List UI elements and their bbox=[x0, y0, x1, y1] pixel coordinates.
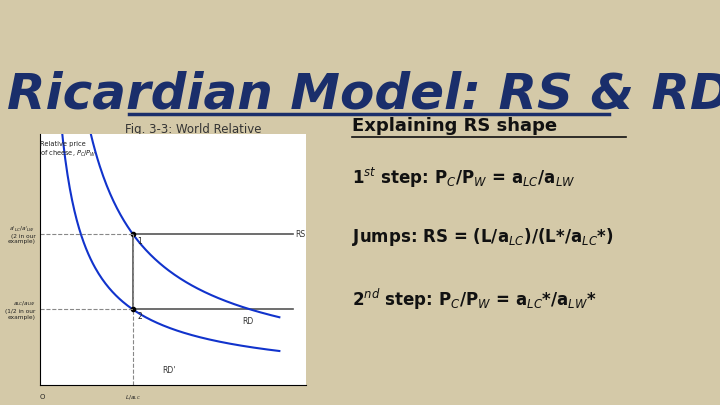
Text: Fig. 3-3: World Relative: Fig. 3-3: World Relative bbox=[125, 124, 261, 136]
Text: Relative price
of cheese, $P_C/P_W$: Relative price of cheese, $P_C/P_W$ bbox=[40, 141, 96, 159]
Text: RS: RS bbox=[295, 230, 305, 239]
Text: RD': RD' bbox=[162, 367, 176, 375]
Text: RD: RD bbox=[242, 318, 253, 326]
Text: $L/a_{LC}$
$L^*/a^*_{LW}$: $L/a_{LC}$ $L^*/a^*_{LW}$ bbox=[122, 394, 143, 405]
Text: Ricardian Model: RS & RD: Ricardian Model: RS & RD bbox=[6, 70, 720, 118]
Text: $a'_{LC}/a'_{LW}$
(2 in our
example): $a'_{LC}/a'_{LW}$ (2 in our example) bbox=[8, 224, 35, 244]
Text: Jumps: RS = (L/a$_{LC}$)/(L*/a$_{LC}$*): Jumps: RS = (L/a$_{LC}$)/(L*/a$_{LC}$*) bbox=[352, 226, 613, 248]
Text: Explaining RS shape: Explaining RS shape bbox=[352, 117, 557, 135]
Text: O: O bbox=[40, 394, 45, 400]
Text: 2: 2 bbox=[138, 312, 143, 321]
Text: 1: 1 bbox=[138, 237, 143, 245]
Text: 2$^{nd}$ step: P$_C$/P$_W$ = a$_{LC}$*/a$_{LW}$*: 2$^{nd}$ step: P$_C$/P$_W$ = a$_{LC}$*/a… bbox=[352, 287, 597, 312]
Text: $a_{LC}/a_{LW}$
(1/2 in our
example): $a_{LC}/a_{LW}$ (1/2 in our example) bbox=[5, 299, 35, 320]
Text: 1$^{st}$ step: P$_C$/P$_W$ = a$_{LC}$/a$_{LW}$: 1$^{st}$ step: P$_C$/P$_W$ = a$_{LC}$/a$… bbox=[352, 166, 575, 190]
Text: Supply and Demand: Supply and Demand bbox=[133, 137, 253, 151]
